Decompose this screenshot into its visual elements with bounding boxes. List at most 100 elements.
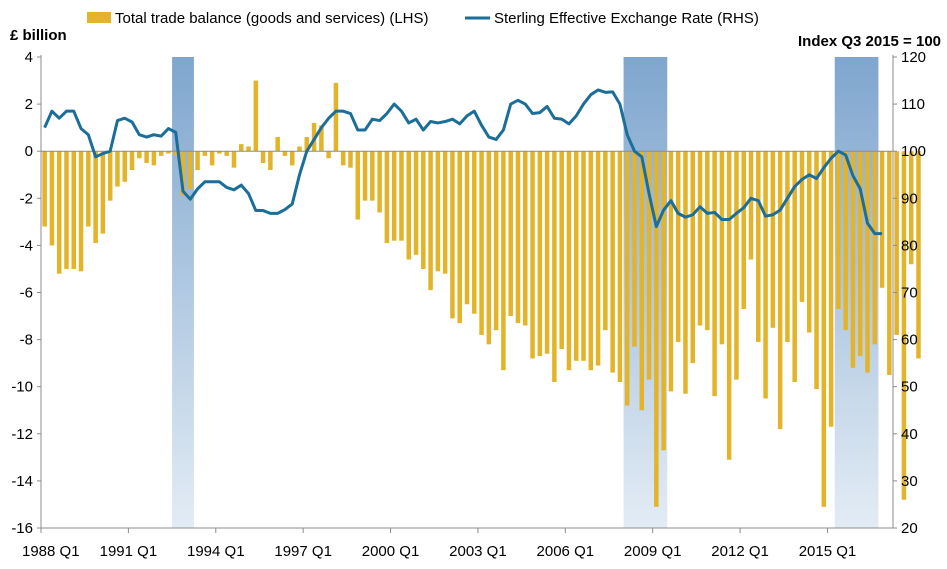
trade-balance-bar	[690, 151, 696, 364]
trade-balance-bar	[916, 151, 921, 359]
x-tick-label: 2009 Q1	[624, 543, 682, 560]
trade-balance-bar	[799, 151, 805, 302]
trade-balance-bar	[792, 151, 797, 382]
trade-balance-bar	[887, 151, 892, 375]
right-tick-label: 20	[901, 520, 918, 537]
left-tick-label: -10	[11, 379, 33, 396]
left-tick-label: -8	[20, 332, 33, 349]
x-tick-label: 1991 Q1	[100, 543, 158, 560]
trade-balance-bar	[144, 151, 149, 163]
trade-balance-bar	[610, 151, 615, 373]
trade-balance-bar	[173, 151, 178, 156]
trade-balance-bar	[231, 151, 237, 168]
trade-balance-bar	[253, 80, 259, 152]
trade-balance-bar	[304, 137, 310, 152]
trade-balance-bar	[333, 82, 339, 152]
trade-balance-bar	[71, 151, 77, 269]
left-tick-label: -4	[20, 237, 33, 254]
trade-balance-bar	[661, 151, 666, 451]
trade-balance-bar	[166, 151, 171, 154]
left-tick-label: -16	[11, 520, 33, 537]
trade-balance-bar	[654, 151, 659, 507]
trade-balance-bar	[86, 151, 91, 227]
trade-balance-bar	[668, 151, 674, 392]
recession-shade-0	[172, 57, 194, 528]
trade-balance-bar	[56, 151, 62, 274]
trade-balance-bar	[624, 151, 630, 406]
trade-balance-bar	[734, 151, 739, 380]
trade-balance-bar	[289, 151, 295, 166]
x-tick-label: 2006 Q1	[537, 543, 595, 560]
trade-balance-bar	[603, 151, 608, 331]
trade-balance-bar	[515, 151, 521, 324]
trade-balance-bar	[857, 151, 863, 357]
trade-balance-bar	[348, 151, 353, 168]
trade-balance-bar	[522, 151, 528, 326]
trade-balance-bar	[442, 151, 448, 274]
trade-balance-bar	[107, 151, 113, 201]
trade-balance-bar	[275, 137, 280, 152]
trade-balance-bar	[78, 151, 84, 272]
recession-shade-2	[834, 57, 879, 528]
trade-balance-bar	[238, 144, 244, 152]
trade-balance-bar	[712, 151, 717, 397]
trade-balance-bar	[508, 151, 513, 317]
trade-balance-bar	[537, 151, 543, 357]
trade-balance-bar	[428, 151, 433, 291]
trade-balance-bar	[683, 151, 688, 394]
trade-balance-bar	[180, 151, 186, 196]
x-tick-label: 2000 Q1	[362, 543, 420, 560]
trade-balance-bar	[202, 151, 208, 156]
trade-balance-bar	[158, 151, 164, 156]
right-tick-label: 40	[901, 426, 918, 443]
trade-balance-bar	[137, 151, 142, 159]
trade-balance-bar	[632, 151, 637, 347]
trade-balance-bar	[581, 151, 586, 361]
trade-balance-bar	[122, 151, 128, 182]
trade-balance-bar	[370, 151, 375, 201]
right-tick-label: 100	[901, 143, 926, 160]
trade-balance-bar	[705, 151, 710, 331]
recession-shading-group	[172, 57, 879, 528]
legend-label-exchange-rate: Sterling Effective Exchange Rate (RHS)	[494, 10, 759, 27]
left-tick-label: -12	[11, 426, 33, 443]
trade-balance-bar	[843, 151, 848, 331]
right-tick-label: 30	[901, 473, 918, 490]
legend-swatch-trade-balance	[87, 12, 111, 23]
trade-balance-bar	[450, 151, 455, 319]
left-tick-label: 2	[25, 96, 33, 113]
right-tick-label: 120	[901, 49, 926, 66]
trade-balance-bar	[501, 151, 506, 371]
trade-balance-bar	[42, 151, 47, 227]
right-tick-label: 80	[901, 237, 918, 254]
left-axis-label: £ billion	[10, 27, 67, 44]
trade-balance-bar	[326, 151, 331, 159]
trade-balance-bar	[777, 151, 783, 430]
exchange-rate-line	[43, 88, 883, 236]
trade-balance-bar	[865, 151, 870, 373]
trade-balance-bar	[355, 151, 361, 220]
trade-balance-bar	[617, 151, 623, 382]
trade-balance-bar	[246, 146, 251, 152]
trade-balance-bar	[479, 151, 484, 335]
trade-balance-bar	[268, 151, 273, 171]
trade-balance-bar	[806, 151, 812, 333]
recession-shade-1	[623, 57, 668, 528]
trade-balance-bar	[697, 151, 703, 326]
right-tick-label: 50	[901, 379, 918, 396]
left-tick-label: -2	[20, 190, 33, 207]
trade-balance-bar	[908, 151, 914, 265]
left-axis-ticks: 4 2 0 -2 -4 -6 -8 -10 -12 -14 -16	[11, 49, 41, 537]
trade-balance-bar	[435, 151, 441, 272]
trade-balance-bar	[406, 151, 412, 260]
trade-balance-bar	[872, 151, 878, 345]
trade-balance-bar	[588, 151, 594, 371]
trade-balance-bar	[399, 151, 404, 241]
trade-balance-bar	[879, 151, 885, 288]
trade-balance-bar	[552, 151, 557, 382]
legend-label-trade-balance: Total trade balance (goods and services)…	[115, 10, 429, 27]
trade-balance-bar	[319, 125, 324, 152]
trade-balance-bar	[544, 151, 550, 354]
trade-balance-bar	[559, 151, 564, 350]
